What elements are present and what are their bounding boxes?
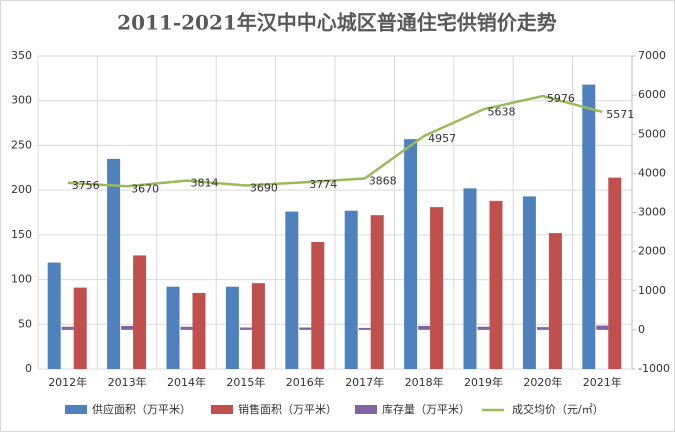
- x-tick-label: 2012年: [48, 375, 87, 389]
- bar: [61, 326, 74, 330]
- y-tick-label: 100: [11, 273, 32, 286]
- data-label: 3670: [131, 182, 159, 195]
- legend-swatch: [211, 405, 233, 414]
- y2-tick-label: 3000: [638, 206, 666, 219]
- y2-tick-label: 4000: [638, 166, 666, 179]
- x-tick-label: 2016年: [286, 375, 325, 389]
- y2-tick-label: 7000: [638, 49, 666, 62]
- y-tick-label: 200: [11, 183, 32, 196]
- data-label: 5571: [606, 108, 634, 121]
- y2-tick-label: 5000: [638, 127, 666, 140]
- x-tick-label: 2014年: [167, 375, 206, 389]
- bar: [463, 188, 477, 369]
- legend-swatch: [65, 405, 87, 414]
- y-tick-label: 0: [25, 362, 32, 375]
- data-label: 5976: [547, 92, 575, 105]
- y2-tick-label: 6000: [638, 88, 666, 101]
- bar: [477, 326, 490, 330]
- bar: [192, 292, 206, 369]
- bar: [418, 325, 431, 330]
- bar: [370, 215, 384, 369]
- legend-label: 供应面积（万平米）: [92, 402, 191, 416]
- bar: [47, 262, 61, 369]
- y2-tick-label: 1000: [638, 284, 666, 297]
- x-tick-label: 2021年: [583, 375, 622, 389]
- bar: [344, 210, 358, 369]
- bar: [239, 327, 252, 330]
- y2-tick-label: 0: [638, 323, 645, 336]
- data-label: 3868: [369, 175, 397, 188]
- x-tick-label: 2015年: [226, 375, 265, 389]
- x-tick-label: 2013年: [108, 375, 147, 389]
- bar: [489, 200, 503, 369]
- bar: [251, 283, 265, 369]
- y2-tick-label: 2000: [638, 245, 666, 258]
- bar: [166, 286, 180, 369]
- line: [67, 94, 603, 188]
- bar: [73, 287, 87, 369]
- bar: [522, 196, 536, 369]
- bar: [121, 325, 134, 330]
- y2-tick-label: -1000: [638, 362, 670, 375]
- legend-swatch: [355, 405, 377, 414]
- data-label: 4957: [428, 132, 456, 145]
- bar: [596, 325, 609, 330]
- x-tick-label: 2019年: [464, 375, 503, 389]
- bar: [582, 84, 596, 370]
- data-label: 5638: [488, 105, 516, 118]
- bar: [548, 233, 562, 369]
- legend-label: 库存量（万平米）: [382, 402, 470, 416]
- legend-label: 销售面积（万平米）: [238, 402, 337, 416]
- x-tick-label: 2017年: [345, 375, 384, 389]
- bar: [358, 327, 371, 330]
- y-tick-label: 50: [18, 317, 32, 330]
- y-tick-label: 150: [11, 228, 32, 241]
- x-tick-label: 2020年: [523, 375, 562, 389]
- bar: [608, 177, 622, 369]
- bar: [180, 326, 193, 330]
- bar: [536, 327, 549, 330]
- data-label: 3814: [191, 177, 219, 190]
- x-tick-label: 2018年: [405, 375, 444, 389]
- y-tick-label: 250: [11, 138, 32, 151]
- bar: [107, 158, 121, 369]
- data-label: 3690: [250, 182, 278, 195]
- bar: [285, 211, 299, 369]
- chart-title: 2011-2021年汉中中心城区普通住宅供销价走势: [117, 11, 557, 35]
- y-tick-label: 300: [11, 94, 32, 107]
- bar: [225, 286, 239, 369]
- legend-label: 成交均价（元/㎡）: [512, 402, 604, 416]
- data-label: 3756: [72, 179, 100, 192]
- data-label: 3774: [309, 178, 337, 191]
- bar: [311, 242, 325, 369]
- bar: [133, 255, 147, 369]
- y-tick-label: 350: [11, 49, 32, 62]
- bar: [430, 207, 444, 369]
- bar: [299, 327, 312, 330]
- bar: [404, 139, 418, 369]
